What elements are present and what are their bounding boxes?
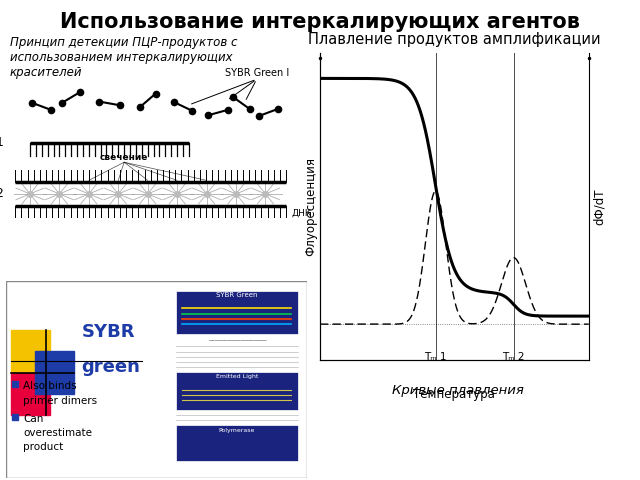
Text: green: green (82, 358, 140, 376)
Text: Can: Can (23, 414, 44, 424)
Bar (176, 291, 298, 334)
Text: Принцип детекции ПЦР-продуктов с
использованием интеркалирующих
красителей: Принцип детекции ПЦР-продуктов с использ… (10, 36, 237, 79)
Y-axis label: Флуоресценция: Флуоресценция (304, 157, 317, 256)
Text: 1: 1 (0, 136, 3, 149)
Text: Использование интеркалирующих агентов: Использование интеркалирующих агентов (60, 12, 580, 32)
Text: Polymerase: Polymerase (219, 428, 255, 432)
Text: свечение: свечение (100, 153, 148, 162)
Bar (35, 351, 74, 394)
Text: Emitted Light: Emitted Light (216, 374, 258, 379)
Text: ──────────────────: ────────────────── (207, 339, 266, 344)
Text: primer dimers: primer dimers (23, 396, 97, 406)
Text: SYBR Green: SYBR Green (216, 292, 257, 298)
Y-axis label: dФ/dT: dФ/dT (593, 188, 606, 225)
Bar (176, 372, 298, 410)
Text: 2: 2 (0, 187, 3, 201)
Bar (176, 425, 298, 461)
Title: Плавление продуктов амплификации: Плавление продуктов амплификации (308, 33, 601, 48)
Text: SYBR Green I: SYBR Green I (225, 68, 289, 78)
Text: Кривые плавления: Кривые плавления (392, 384, 524, 397)
Text: Tₘ 1: Tₘ 1 (424, 352, 447, 362)
Bar (11, 372, 50, 415)
Text: overestimate: overestimate (23, 428, 92, 438)
Bar (11, 330, 50, 372)
Bar (12, 382, 18, 387)
X-axis label: Температура: Температура (413, 388, 495, 401)
Text: SYBR: SYBR (82, 324, 135, 341)
Text: product: product (23, 442, 63, 452)
Bar (12, 414, 18, 420)
Text: Also binds: Also binds (23, 382, 77, 391)
Text: ДНК: ДНК (292, 209, 312, 218)
Text: Tₘ 2: Tₘ 2 (502, 352, 525, 362)
